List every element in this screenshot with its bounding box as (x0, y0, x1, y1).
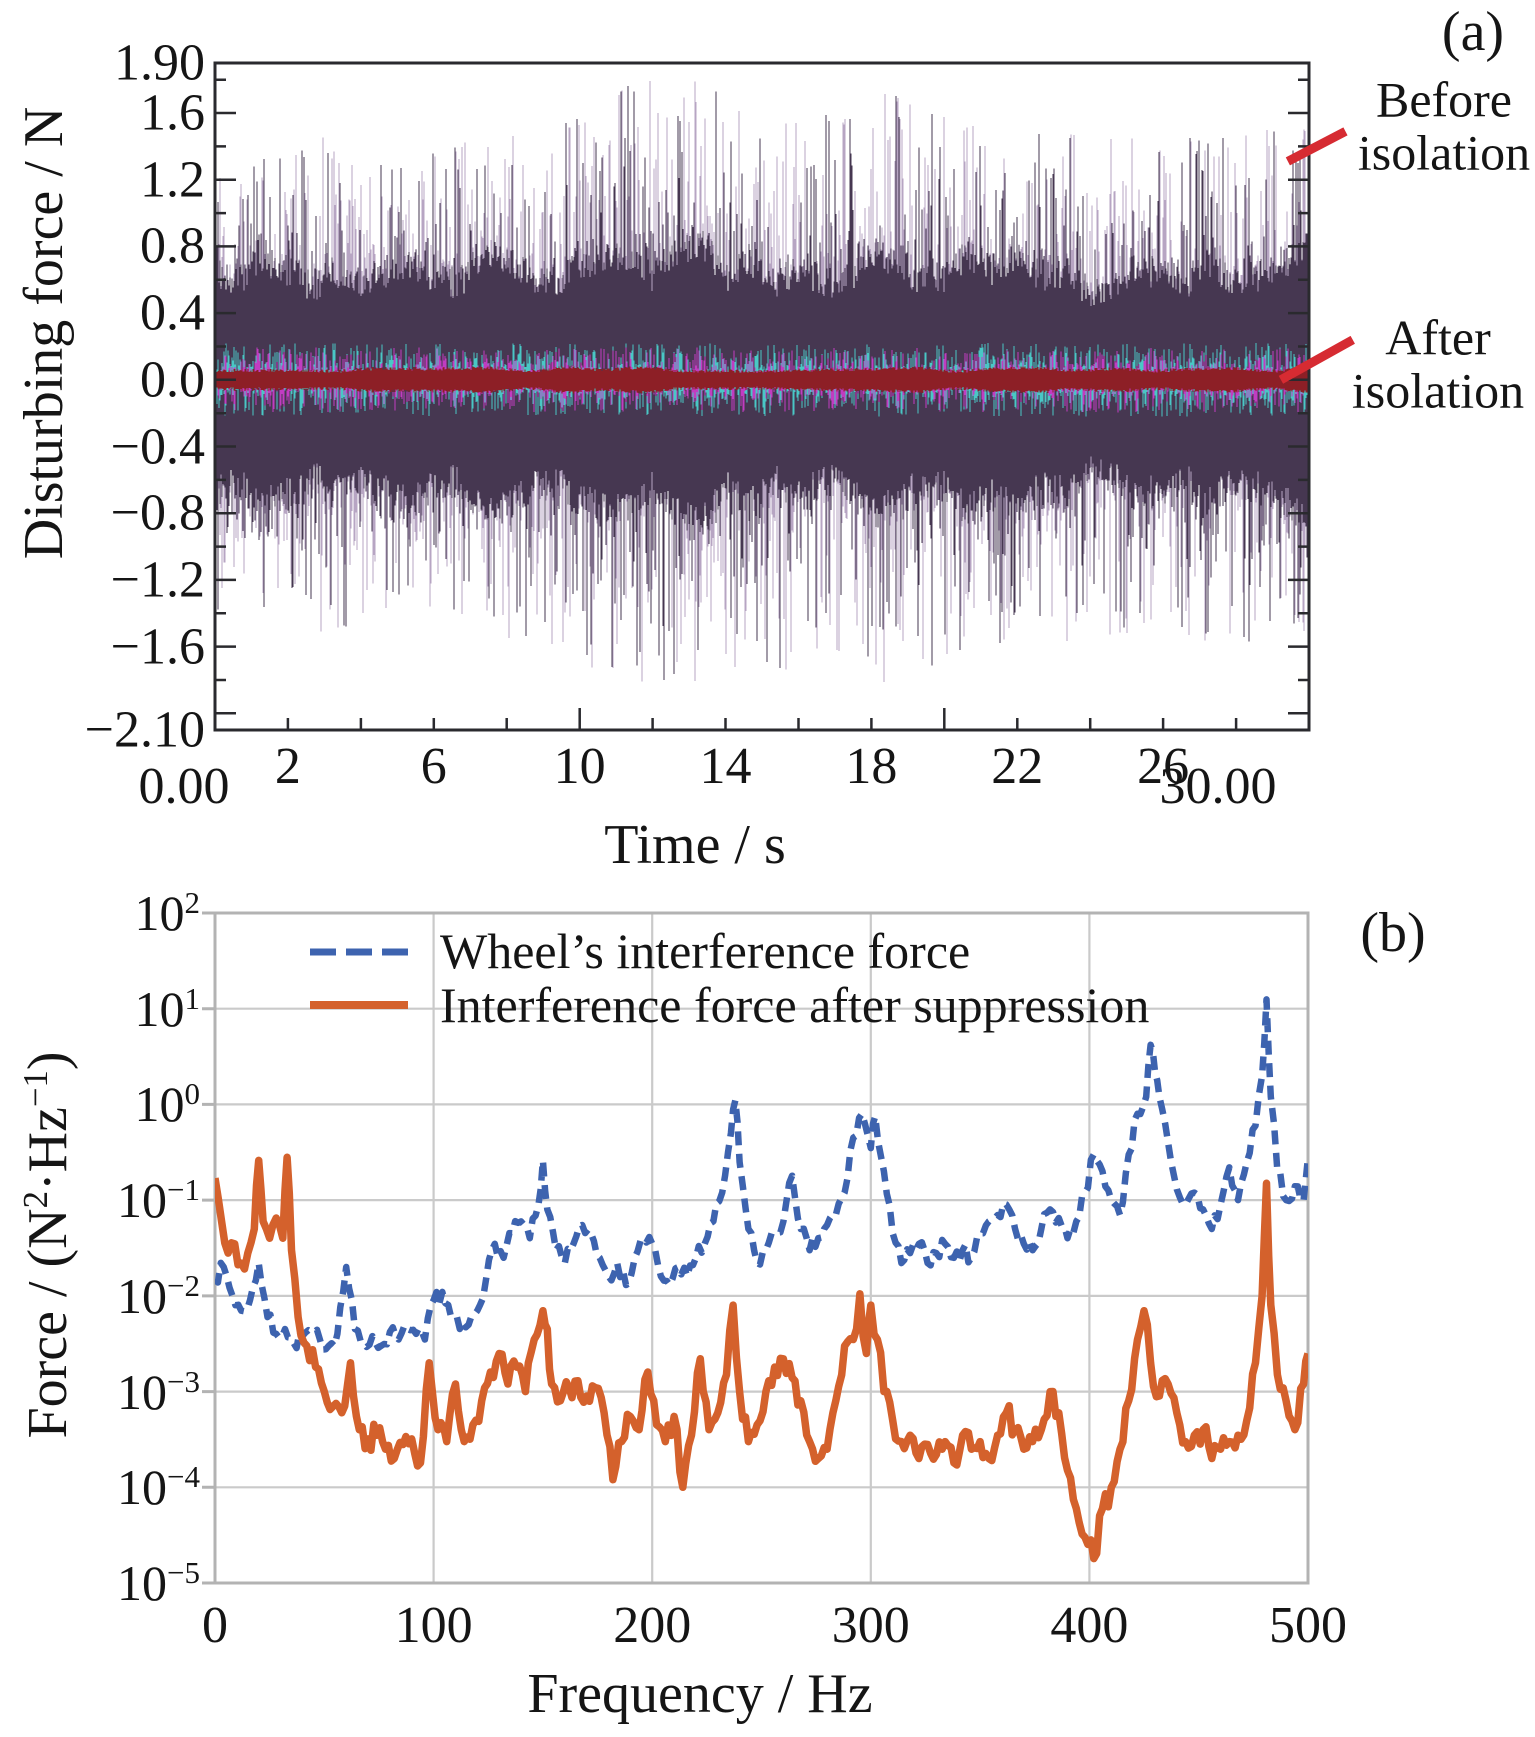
chart-a-y-tick-label: −1.2 (110, 551, 205, 609)
chart-a-x-axis-title: Time / s (604, 814, 786, 876)
chart-a-x-endpoint-label: 30.00 (1159, 758, 1277, 815)
panel-a-label: (a) (1441, 1, 1505, 63)
chart-a-y-tick-label: −2.10 (84, 701, 205, 759)
chart-b-x-tick-label: 400 (1050, 1597, 1129, 1654)
series-wheel-interference-force (215, 996, 1308, 1353)
chart-b-x-axis-title: Frequency / Hz (527, 1663, 873, 1725)
chart-b-y-tick-label: 101 (134, 980, 201, 1037)
chart-a-y-tick-label: −0.4 (110, 418, 205, 476)
superscript: −5 (167, 1554, 200, 1590)
legend-label-after-suppression: Interference force after suppression (440, 977, 1150, 1033)
chart-a-x-tick-label: 6 (420, 738, 447, 795)
chart-a-y-tick-label: −1.6 (110, 618, 205, 676)
chart-b-y-ticks (202, 911, 215, 1585)
superscript: 2 (15, 1191, 55, 1209)
chart-a-ticks (215, 78, 1309, 730)
chart-a-y-tick-label: 1.90 (114, 34, 205, 92)
chart-a-x-tick-label: 26 (1137, 738, 1190, 795)
superscript: −2 (167, 1267, 200, 1303)
chart-a-x-endpoint-label: 0.00 (138, 758, 230, 815)
annotation-after-isolation: After isolation (1351, 309, 1525, 418)
chart-a-x-tick-label: 10 (553, 738, 606, 795)
superscript: −1 (167, 1172, 200, 1208)
chart-a-x-tick-label: 2 (274, 738, 301, 795)
superscript: −1 (15, 1070, 55, 1108)
chart-a-y-tick-label: 1.6 (140, 84, 205, 142)
chart-a-y-axis-title: Disturbing force / N (13, 106, 75, 560)
chart-a-x-tick-label: 22 (991, 738, 1044, 795)
chart-b-y-tick-label: 10−2 (117, 1267, 200, 1324)
chart-b-y-tick-label: 10−3 (117, 1363, 200, 1420)
chart-b-x-tick-label: 0 (202, 1597, 228, 1654)
series-interference-after-suppression (215, 1153, 1308, 1563)
annotation-before-isolation: Before isolation (1357, 71, 1531, 180)
chart-a-x-tick-label: 14 (699, 738, 752, 795)
chart-a-y-tick-label: 0.8 (140, 217, 205, 275)
superscript: 1 (184, 980, 201, 1016)
chart-b-x-tick-label: 100 (394, 1597, 473, 1654)
chart-a-y-tick-label: 0.4 (140, 284, 205, 342)
chart-b-x-tick-label: 500 (1269, 1597, 1347, 1654)
chart-b-y-tick-label: 10−4 (117, 1459, 200, 1516)
chart-a-y-tick-label: 1.2 (140, 151, 205, 209)
chart-b-y-axis-title: Force / (N2·Hz−1) (15, 1051, 79, 1439)
superscript: −4 (167, 1459, 200, 1495)
annotation-pointer-before (1285, 127, 1348, 166)
chart-a-y-tick-label: −0.8 (110, 484, 205, 542)
superscript: 2 (184, 884, 201, 920)
chart-a-x-tick-label: 18 (845, 738, 898, 795)
panel-b-label: (b) (1360, 902, 1426, 964)
legend-label-wheel-interference: Wheel’s interference force (440, 923, 971, 979)
superscript: −3 (167, 1363, 200, 1399)
chart-b-y-tick-label: 102 (134, 884, 201, 941)
chart-a-y-tick-label: 0.0 (140, 351, 205, 409)
chart-b-x-tick-label: 300 (831, 1597, 910, 1654)
chart-b-x-tick-label: 200 (613, 1597, 692, 1654)
chart-b-y-tick-label: 10−5 (117, 1554, 200, 1611)
chart-b-y-tick-label: 10−1 (117, 1172, 200, 1229)
annotation-pointer-after (1278, 335, 1355, 384)
chart-b-frame (213, 911, 1310, 1585)
superscript: 0 (184, 1076, 201, 1112)
chart-b-y-tick-label: 100 (134, 1076, 201, 1133)
chart-a-frame (213, 61, 1311, 732)
